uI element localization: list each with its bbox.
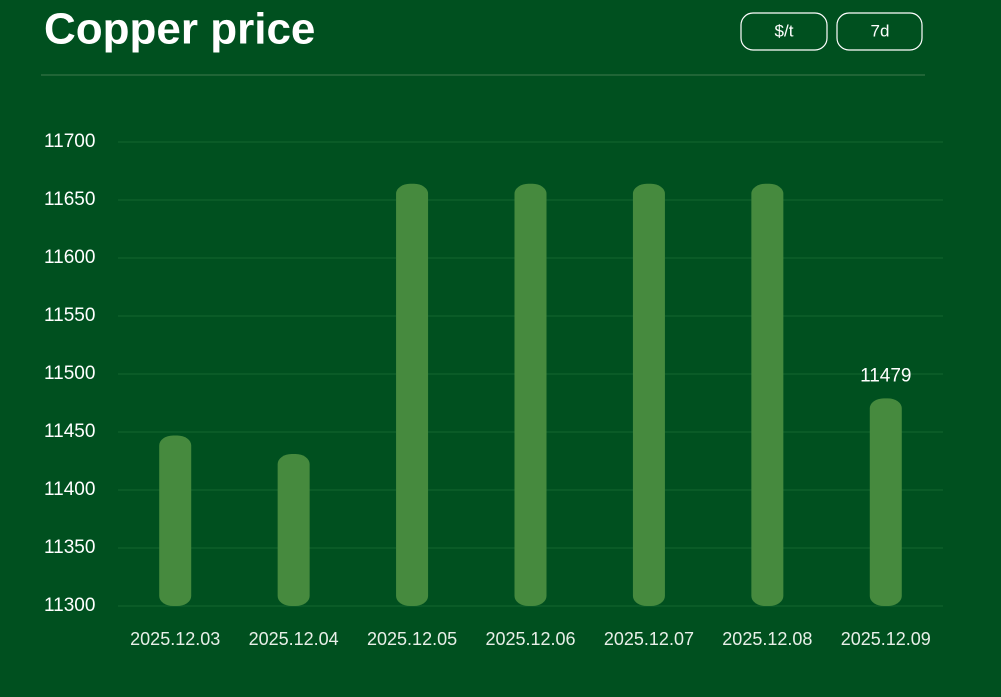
- x-tick-label: 2025.12.04: [249, 629, 339, 649]
- x-tick-label: 2025.12.06: [485, 629, 575, 649]
- x-tick-label: 2025.12.09: [841, 629, 931, 649]
- bar: [869, 398, 902, 606]
- unit-button-frame[interactable]: [740, 12, 828, 51]
- value-label: 11479: [860, 365, 911, 386]
- unit-button[interactable]: $/t: [740, 12, 828, 51]
- y-tick-label: 11550: [44, 305, 95, 326]
- y-tick-label: 11300: [44, 595, 95, 616]
- range-button[interactable]: 7d: [836, 12, 923, 51]
- range-button-frame[interactable]: [836, 12, 923, 51]
- y-tick-label: 11450: [44, 421, 95, 442]
- bar: [396, 183, 429, 606]
- bar: [277, 454, 310, 606]
- y-tick-label: 11400: [44, 479, 95, 500]
- x-tick-label: 2025.12.08: [722, 629, 812, 649]
- x-tick-label: 2025.12.07: [604, 629, 694, 649]
- y-tick-label: 11650: [44, 189, 95, 210]
- bar: [159, 435, 192, 606]
- unit-button-label[interactable]: $/t: [775, 21, 794, 40]
- bar: [632, 183, 665, 606]
- range-button-label[interactable]: 7d: [871, 21, 890, 40]
- y-tick-label: 11500: [44, 363, 95, 384]
- bar: [751, 183, 784, 606]
- bar: [514, 183, 547, 606]
- y-tick-label: 11700: [44, 131, 95, 152]
- y-tick-label: 11600: [44, 247, 95, 268]
- x-tick-label: 2025.12.05: [367, 629, 457, 649]
- x-tick-label: 2025.12.03: [130, 629, 220, 649]
- chart-title: Copper price: [44, 5, 315, 54]
- y-tick-label: 11350: [44, 537, 95, 558]
